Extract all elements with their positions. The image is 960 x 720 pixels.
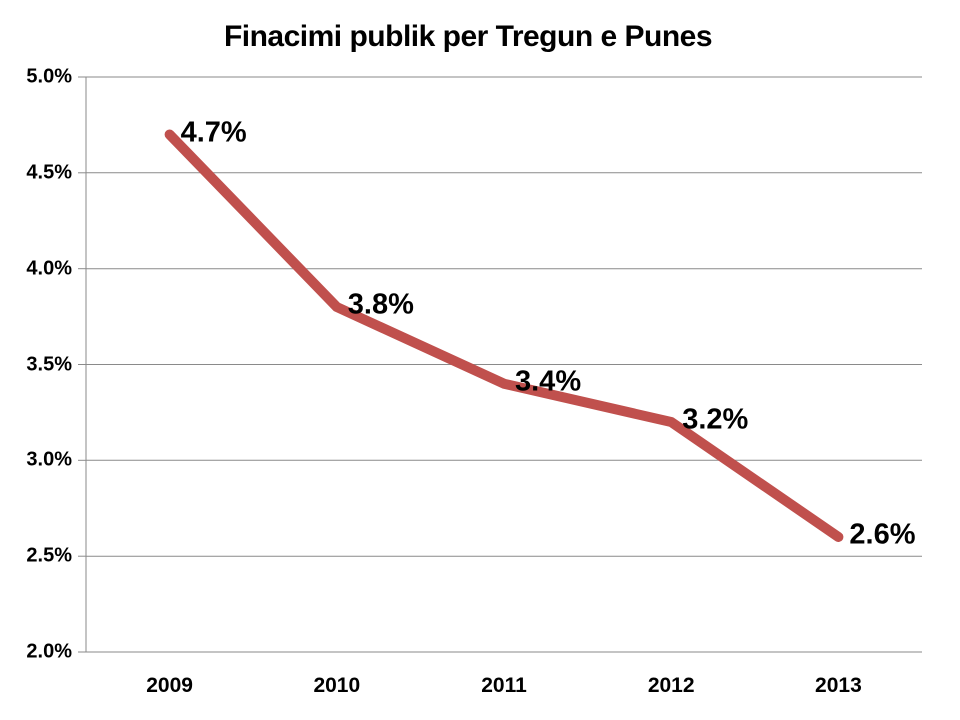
data-point-label: 3.8%: [347, 288, 414, 321]
x-tick-label: 2012: [647, 674, 695, 697]
y-tick-label: 4.0%: [26, 257, 72, 280]
x-tick-label: 2011: [481, 674, 527, 697]
y-tick-label: 2.0%: [26, 640, 72, 663]
series-line: [164, 129, 844, 542]
y-tick-label: 4.5%: [26, 161, 72, 184]
data-point-label: 3.2%: [682, 403, 749, 436]
y-tick-label: 5.0%: [26, 65, 72, 88]
data-point-label: 3.4%: [515, 365, 582, 398]
chart-title: Finacimi publik per Tregun e Punes: [223, 20, 713, 53]
data-point-label: 2.6%: [849, 518, 916, 551]
y-tick-label: 3.0%: [26, 448, 72, 471]
y-tick-label: 2.5%: [26, 544, 72, 567]
x-tick-label: 2009: [146, 674, 193, 697]
x-tick-label: 2010: [313, 674, 361, 697]
data-point-label: 4.7%: [180, 116, 247, 148]
y-tick-label: 3.5%: [26, 353, 72, 375]
x-tick-label: 2013: [815, 674, 862, 697]
